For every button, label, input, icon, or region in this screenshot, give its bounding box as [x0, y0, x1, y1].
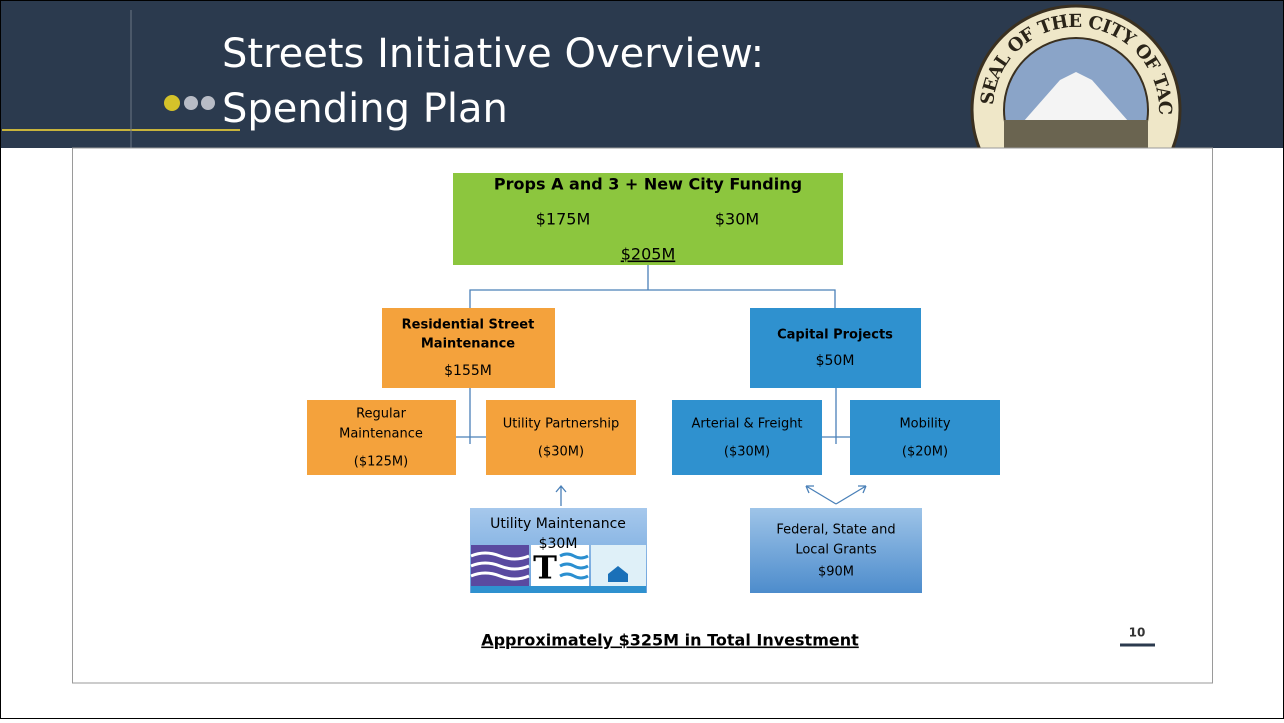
funding-box [453, 173, 843, 265]
node-amount: ($20M) [902, 445, 948, 460]
node-amount: ($125M) [354, 455, 408, 470]
total-note: Approximately $325M in Total Investment [481, 631, 859, 650]
connectors [456, 265, 867, 506]
node-total: $205M [621, 245, 676, 264]
node-title: Utility Partnership [503, 417, 620, 432]
node-amount: $175M [536, 210, 591, 229]
node-title: Utility Maintenance [490, 516, 626, 532]
node-box [486, 400, 636, 475]
node-amount: $50M [816, 353, 855, 369]
node-title: Props A and 3 + New City Funding [494, 175, 802, 194]
node-box [750, 508, 922, 593]
node-box [850, 400, 1000, 475]
node-amount: ($30M) [538, 445, 584, 460]
node-title: Residential Street [402, 318, 535, 333]
content-frame [72, 147, 1213, 684]
node-amount: ($30M) [724, 445, 770, 460]
dot [201, 96, 215, 110]
node-title: Arterial & Freight [691, 417, 802, 432]
title: Spending Plan [222, 86, 508, 132]
node-title: Local Grants [795, 543, 877, 558]
utility-icons: T [470, 545, 646, 593]
node-title: Maintenance [421, 337, 515, 352]
node-amount: $30M [715, 210, 759, 229]
node-title: Maintenance [339, 427, 423, 442]
page-number: 10 [1129, 626, 1146, 640]
node-amount: $155M [444, 363, 492, 379]
node-title: Regular [356, 407, 407, 422]
node-box [307, 400, 456, 475]
node-title: Mobility [899, 417, 950, 432]
dot [164, 95, 180, 111]
node-title: Federal, State and [776, 523, 895, 538]
node-box [672, 400, 822, 475]
node-box [382, 308, 555, 388]
node-box [750, 308, 921, 388]
node-amount: $90M [818, 565, 854, 580]
node-amount: $30M [539, 536, 578, 552]
node-title: Capital Projects [777, 328, 893, 343]
title: Streets Initiative Overview: [222, 31, 764, 77]
dot [184, 96, 198, 110]
svg-text:T: T [533, 549, 557, 587]
